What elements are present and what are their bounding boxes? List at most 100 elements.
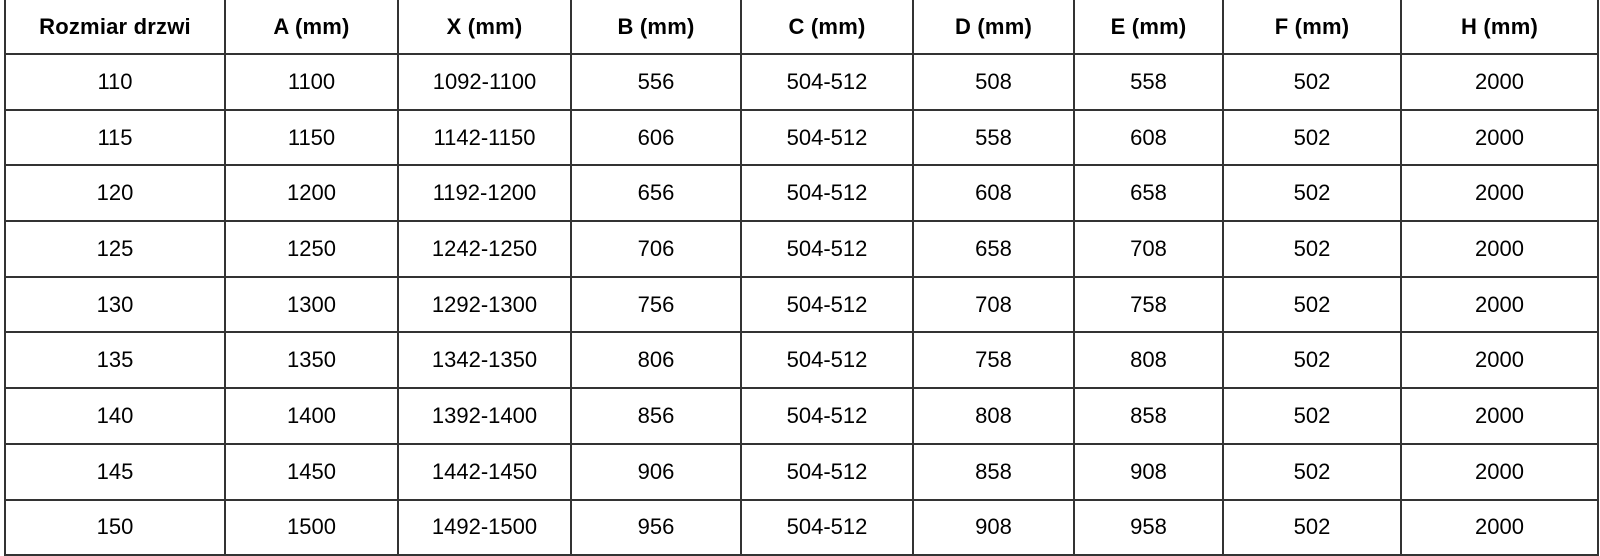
table-row: 110 1100 1092-1100 556 504-512 508 558 502 2000 (4, 54, 1599, 111)
table-cell: 504-512 (740, 54, 914, 111)
table-row: 125 1250 1242-1250 706 504-512 658 708 502 2000 (4, 221, 1599, 278)
table-row: 140 1400 1392-1400 856 504-512 808 858 502 2000 (4, 388, 1599, 445)
table-cell: 2000 (1400, 276, 1599, 334)
table-header: Rozmiar drzwi A (mm) X (mm) B (mm) C (mm) D (… (4, 0, 1599, 55)
table-cell: 558 (912, 109, 1075, 167)
table-cell: 1192-1200 (397, 165, 572, 223)
table-cell: 502 (1222, 443, 1402, 501)
table-cell: 1242-1250 (397, 221, 572, 278)
table-cell: 708 (1073, 221, 1224, 278)
table-cell: 504-512 (740, 332, 914, 390)
table-cell: 706 (570, 221, 742, 278)
table-cell: 1200 (224, 165, 399, 223)
table-cell: 658 (912, 221, 1075, 278)
table-row: 130 1300 1292-1300 756 504-512 708 758 502 2000 (4, 276, 1599, 334)
table-cell: 908 (912, 499, 1075, 556)
table-cell: 110 (4, 54, 226, 111)
table-cell: 958 (1073, 499, 1224, 556)
table-cell: 956 (570, 499, 742, 556)
table-cell: 558 (1073, 54, 1224, 111)
table-cell: 808 (912, 388, 1075, 445)
table-cell: 1342-1350 (397, 332, 572, 390)
table-cell: 2000 (1400, 221, 1599, 278)
table-cell: 502 (1222, 109, 1402, 167)
table-row: 115 1150 1142-1150 606 504-512 558 608 502 2000 (4, 109, 1599, 167)
table-cell: 135 (4, 332, 226, 390)
header-row: Rozmiar drzwi A (mm) X (mm) B (mm) C (mm) D (… (4, 0, 1599, 55)
table-cell: 1350 (224, 332, 399, 390)
table-cell: 1442-1450 (397, 443, 572, 501)
table-cell: 2000 (1400, 443, 1599, 501)
table-cell: 125 (4, 221, 226, 278)
table-cell: 856 (570, 388, 742, 445)
table-cell: 858 (1073, 388, 1224, 445)
door-size-specification-table: Rozmiar drzwi A (mm) X (mm) B (mm) C (mm) D (… (4, 0, 1599, 556)
table-cell: 504-512 (740, 165, 914, 223)
table-cell: 756 (570, 276, 742, 334)
table-cell: 145 (4, 443, 226, 501)
table-cell: 2000 (1400, 499, 1599, 556)
table-cell: 906 (570, 443, 742, 501)
table-cell: 2000 (1400, 165, 1599, 223)
table-cell: 608 (1073, 109, 1224, 167)
column-header-6: E (mm) (1073, 0, 1224, 55)
column-header-8: H (mm) (1400, 0, 1599, 55)
table-cell: 606 (570, 109, 742, 167)
table-cell: 502 (1222, 332, 1402, 390)
table-cell: 608 (912, 165, 1075, 223)
table-cell: 508 (912, 54, 1075, 111)
table-row: 150 1500 1492-1500 956 504-512 908 958 502 2000 (4, 499, 1599, 556)
table-cell: 1100 (224, 54, 399, 111)
table-cell: 115 (4, 109, 226, 167)
table-cell: 858 (912, 443, 1075, 501)
table-cell: 120 (4, 165, 226, 223)
table-cell: 556 (570, 54, 742, 111)
table-cell: 1092-1100 (397, 54, 572, 111)
table-cell: 1392-1400 (397, 388, 572, 445)
table-cell: 502 (1222, 388, 1402, 445)
table-cell: 758 (1073, 276, 1224, 334)
table-cell: 1150 (224, 109, 399, 167)
table-cell: 908 (1073, 443, 1224, 501)
table-cell: 2000 (1400, 109, 1599, 167)
table-cell: 502 (1222, 276, 1402, 334)
column-header-0: Rozmiar drzwi (4, 0, 226, 55)
table-cell: 140 (4, 388, 226, 445)
table-cell: 1500 (224, 499, 399, 556)
table-cell: 1400 (224, 388, 399, 445)
table-row: 120 1200 1192-1200 656 504-512 608 658 502 2000 (4, 165, 1599, 223)
table-body: 110 1100 1092-1100 556 504-512 508 558 502 2000 1… (4, 54, 1599, 556)
table-cell: 504-512 (740, 276, 914, 334)
column-header-2: X (mm) (397, 0, 572, 55)
table-cell: 504-512 (740, 109, 914, 167)
table-cell: 504-512 (740, 388, 914, 445)
table-cell: 758 (912, 332, 1075, 390)
table-cell: 708 (912, 276, 1075, 334)
column-header-5: D (mm) (912, 0, 1075, 55)
table-row: 145 1450 1442-1450 906 504-512 858 908 502 2000 (4, 443, 1599, 501)
table-cell: 1450 (224, 443, 399, 501)
table-cell: 1250 (224, 221, 399, 278)
spec-table-container: Rozmiar drzwi A (mm) X (mm) B (mm) C (mm) D (… (4, 0, 1599, 556)
column-header-4: C (mm) (740, 0, 914, 55)
table-cell: 504-512 (740, 443, 914, 501)
table-cell: 1292-1300 (397, 276, 572, 334)
table-cell: 504-512 (740, 221, 914, 278)
table-cell: 808 (1073, 332, 1224, 390)
table-cell: 502 (1222, 221, 1402, 278)
table-cell: 806 (570, 332, 742, 390)
table-cell: 2000 (1400, 388, 1599, 445)
table-cell: 502 (1222, 54, 1402, 111)
column-header-1: A (mm) (224, 0, 399, 55)
column-header-7: F (mm) (1222, 0, 1402, 55)
table-cell: 2000 (1400, 54, 1599, 111)
table-cell: 150 (4, 499, 226, 556)
table-cell: 1300 (224, 276, 399, 334)
table-row: 135 1350 1342-1350 806 504-512 758 808 502 2000 (4, 332, 1599, 390)
table-cell: 502 (1222, 499, 1402, 556)
table-cell: 2000 (1400, 332, 1599, 390)
table-cell: 130 (4, 276, 226, 334)
table-cell: 502 (1222, 165, 1402, 223)
table-cell: 1492-1500 (397, 499, 572, 556)
table-cell: 1142-1150 (397, 109, 572, 167)
